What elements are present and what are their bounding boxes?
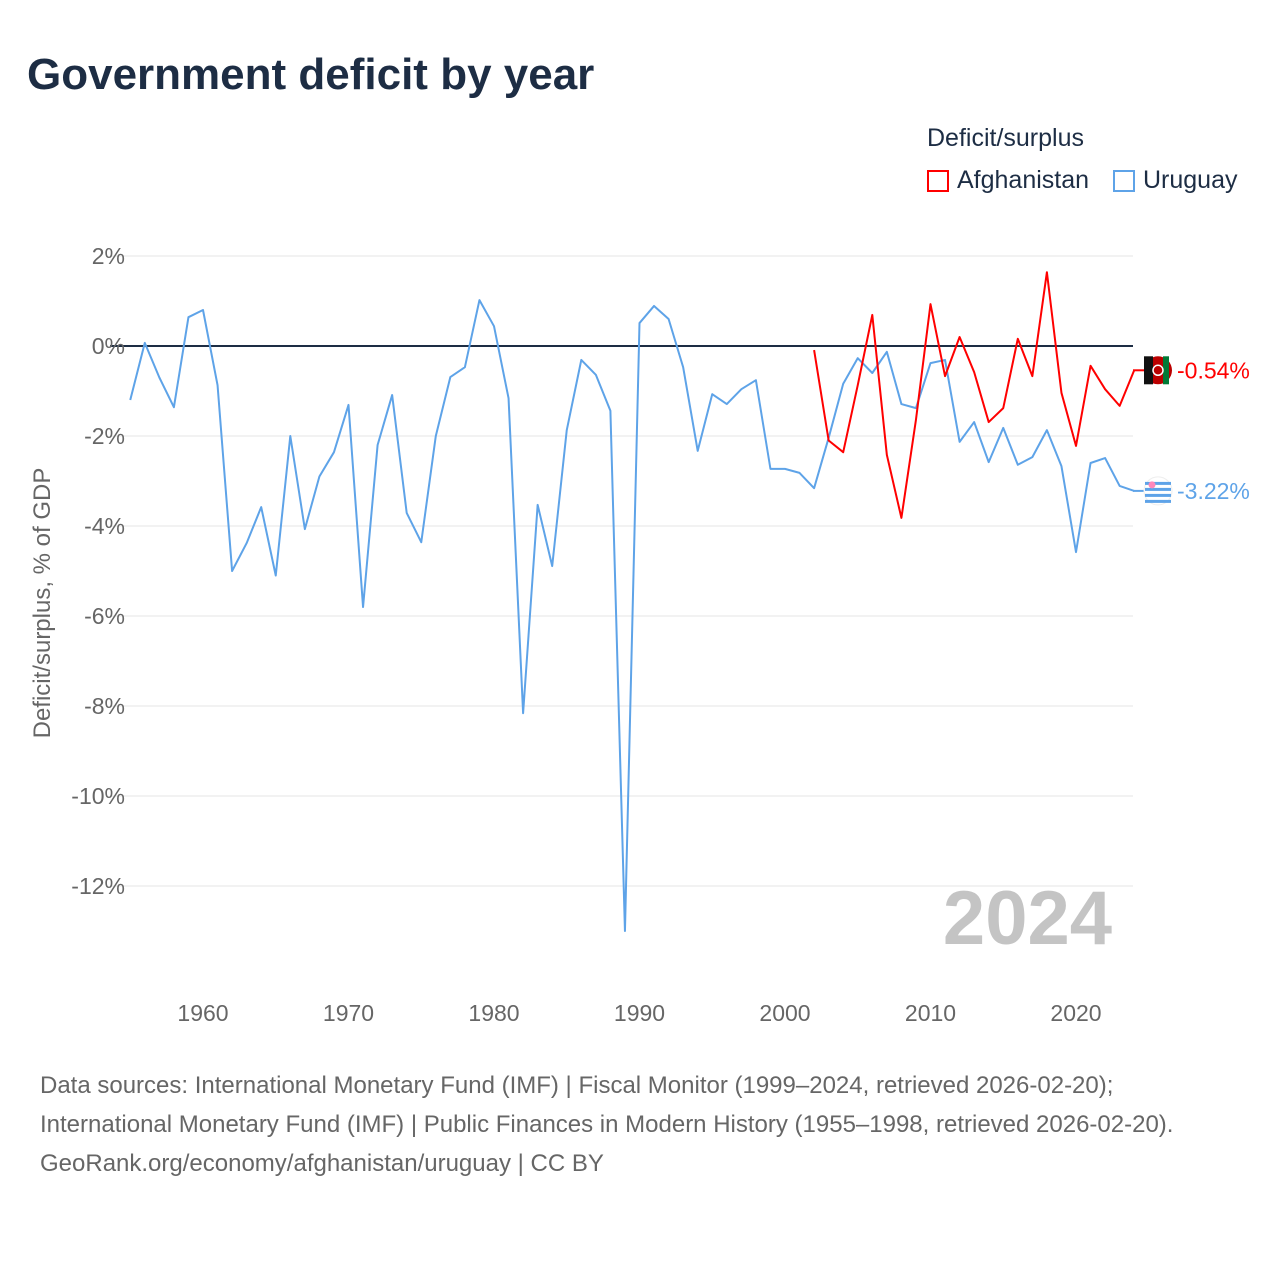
legend-label: Afghanistan [957, 166, 1090, 194]
y-tick-label: -12% [71, 873, 125, 899]
y-tick-label: -6% [84, 603, 125, 629]
x-tick-label: 1970 [323, 1000, 374, 1026]
x-tick-label: 1990 [614, 1000, 665, 1026]
y-tick-label: 0% [92, 333, 125, 359]
flag-emblem [1152, 364, 1164, 377]
data-sources: Data sources: International Monetary Fun… [40, 1072, 1174, 1138]
x-tick-label: 2010 [905, 1000, 956, 1026]
flag-stripe [1145, 499, 1171, 503]
y-tick-label: -4% [84, 513, 125, 539]
x-tick-label: 1960 [177, 1000, 228, 1026]
legend-swatch [927, 169, 949, 192]
series-line-uruguay [129, 299, 1135, 932]
legend-item-afghanistan[interactable]: Afghanistan [927, 166, 1089, 195]
legend-title: Deficit/surplus [927, 124, 1084, 152]
legend-swatch [1113, 169, 1135, 192]
y-tick-label: -8% [84, 693, 125, 719]
end-value-label: -0.54% [1177, 357, 1250, 383]
flag-stripe [1145, 487, 1171, 491]
legend-label: Uruguay [1143, 166, 1238, 194]
y-axis-label: Deficit/surplus, % of GDP [29, 468, 56, 739]
year-watermark: 2024 [943, 876, 1112, 961]
flag-stripe [1163, 356, 1169, 385]
x-tick-label: 2000 [759, 1000, 810, 1026]
x-tick-label: 2020 [1050, 1000, 1101, 1026]
footer: Data sources: International Monetary Fun… [40, 1066, 1240, 1183]
end-value-label: -3.22% [1177, 478, 1250, 504]
flag-sun [1148, 481, 1156, 489]
chart-title: Government deficit by year [27, 50, 595, 99]
series-line-afghanistan [813, 271, 1136, 519]
flag-stripe [1144, 356, 1153, 385]
flag-stripe [1145, 493, 1171, 497]
x-tick-label: 1980 [468, 1000, 519, 1026]
legend-item-uruguay[interactable]: Uruguay [1113, 166, 1238, 195]
line-chart: 2% 0% -2% -4% -6% -8% -10% -12% 1960 1970 1980 1990… [29, 243, 1250, 1026]
y-tick-label: 2% [92, 243, 125, 269]
y-tick-label: -2% [84, 423, 125, 449]
credit: GeoRank.org/economy/afghanistan/uruguay … [40, 1150, 604, 1177]
y-tick-label: -10% [71, 783, 125, 809]
flag-stripe [1145, 481, 1171, 485]
